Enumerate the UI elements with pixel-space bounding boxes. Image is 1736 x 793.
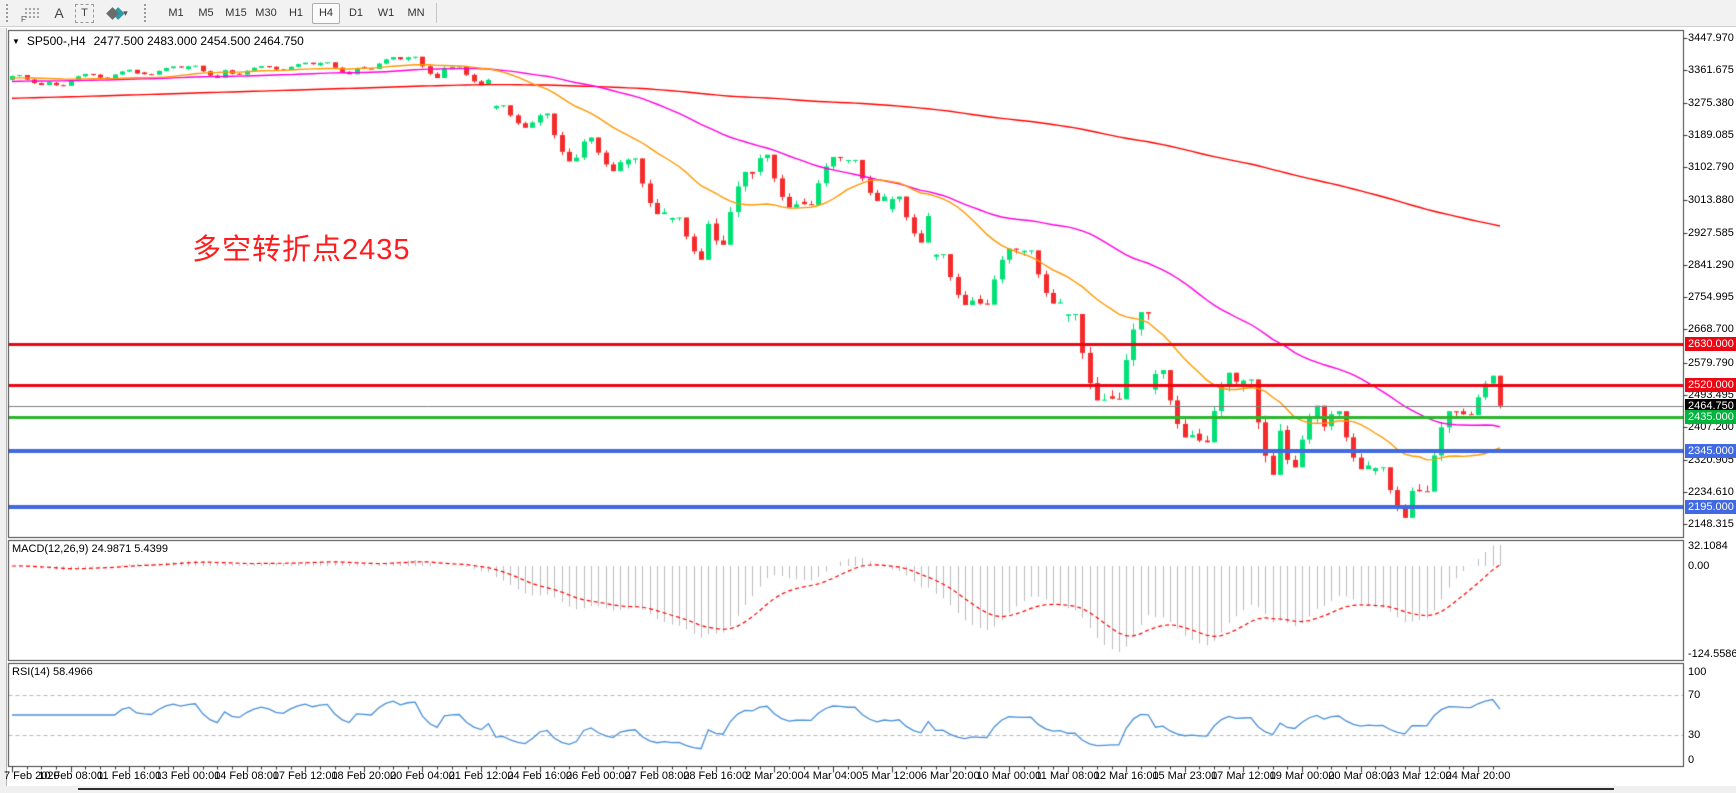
horizontal-scrollbar[interactable] [78, 788, 1614, 790]
timeframe-button-H4[interactable]: H4 [312, 2, 340, 24]
arrows-tool-icon[interactable]: ▾ [98, 2, 138, 24]
price-chart-canvas[interactable] [0, 28, 1736, 793]
grid-properties-tool-icon[interactable]: F [19, 2, 43, 24]
timeframe-button-M15[interactable]: M15 [225, 6, 247, 19]
timeframe-bar: M1 M5 M15 M30 H1 H4 D1 W1 MN [161, 2, 431, 24]
toolbar: F A T ▾ M1 M5 M15 M30 H1 H4 D1 W1 MN [0, 0, 1736, 27]
timeframe-button-M30[interactable]: M30 [255, 6, 277, 19]
dropdown-caret-icon[interactable]: ▾ [123, 7, 128, 18]
dot-grid-icon [23, 7, 39, 19]
chart-window: ▼ SP500-,H4 2477.500 2483.000 2454.500 2… [0, 28, 1736, 793]
toolbar-group-separator [144, 4, 151, 22]
toolbar-drag-handle[interactable] [6, 4, 13, 22]
t-mark: T [81, 7, 88, 19]
text-label-tool-icon[interactable]: T [75, 3, 94, 23]
timeframe-button-H1[interactable]: H1 [288, 6, 304, 19]
toolbar-separator [436, 3, 437, 23]
timeframe-button-M5[interactable]: M5 [198, 6, 214, 19]
diamond-arrows-icon [106, 6, 120, 20]
bottom-strip [0, 786, 1736, 793]
timeframe-button-MN[interactable]: MN [407, 6, 425, 19]
timeframe-button-M1[interactable]: M1 [168, 6, 184, 19]
left-splitter[interactable] [0, 28, 7, 793]
font-tool-icon[interactable]: A [54, 5, 64, 21]
timeframe-button-W1[interactable]: W1 [377, 6, 395, 19]
timeframe-button-D1[interactable]: D1 [348, 6, 364, 19]
f-mark: F [21, 15, 26, 24]
